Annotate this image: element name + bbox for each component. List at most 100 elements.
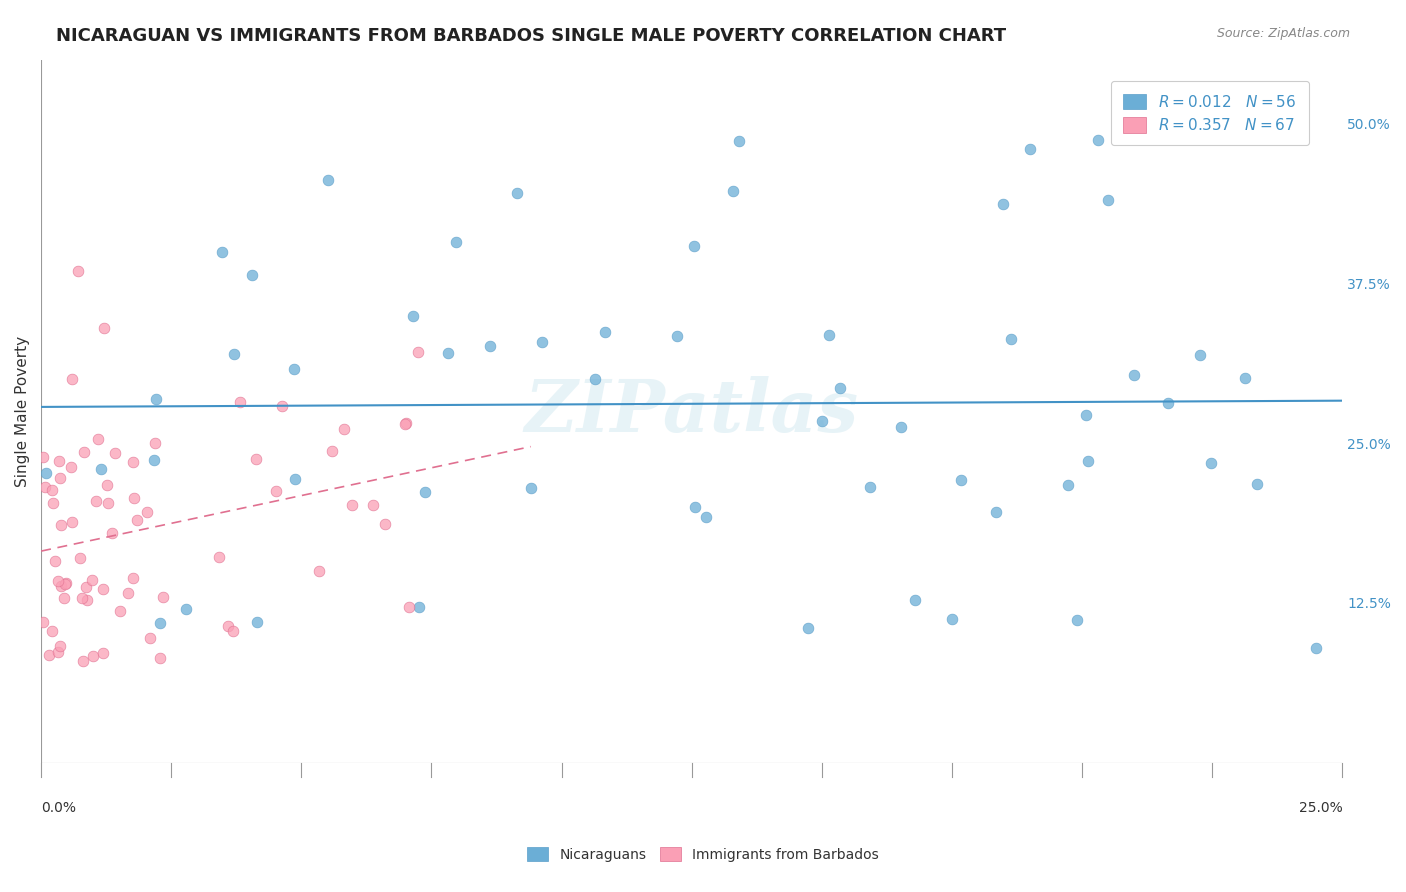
Legend: Nicaraguans, Immigrants from Barbados: Nicaraguans, Immigrants from Barbados — [522, 841, 884, 867]
Point — [38, 648, 60, 662]
Point — [1201, 456, 1223, 470]
Point — [142, 452, 165, 467]
Point — [993, 197, 1015, 211]
Point — [217, 619, 239, 633]
Point — [1074, 408, 1097, 422]
Point — [76, 592, 98, 607]
Point — [145, 436, 167, 450]
Point — [374, 517, 396, 532]
Point — [139, 632, 162, 646]
Point — [49, 471, 72, 485]
Point — [1097, 193, 1119, 207]
Point — [333, 422, 356, 436]
Point — [96, 478, 118, 492]
Point — [1188, 348, 1211, 362]
Point — [437, 345, 460, 359]
Point — [152, 590, 174, 604]
Point — [859, 480, 882, 494]
Point — [506, 186, 529, 200]
Point — [221, 624, 243, 638]
Point — [149, 616, 172, 631]
Point — [211, 244, 233, 259]
Point — [208, 550, 231, 565]
Point — [32, 450, 55, 464]
Point — [394, 417, 416, 432]
Point — [125, 513, 148, 527]
Point — [48, 574, 70, 588]
Point — [122, 455, 145, 469]
Point — [124, 491, 146, 506]
Point — [48, 639, 70, 653]
Point — [308, 564, 330, 578]
Point — [44, 554, 66, 568]
Point — [402, 310, 425, 324]
Point — [41, 624, 63, 639]
Point — [70, 591, 93, 606]
Text: 0.0%: 0.0% — [41, 801, 76, 815]
Point — [1305, 640, 1327, 655]
Point — [408, 600, 430, 615]
Point — [530, 334, 553, 349]
Point — [665, 328, 688, 343]
Point — [683, 238, 706, 252]
Point — [984, 505, 1007, 519]
Point — [941, 612, 963, 626]
Point — [444, 235, 467, 249]
Point — [229, 394, 252, 409]
Point — [284, 472, 307, 486]
Text: Source: ZipAtlas.com: Source: ZipAtlas.com — [1216, 27, 1350, 40]
Point — [62, 515, 84, 529]
Point — [53, 577, 76, 591]
Point — [60, 372, 83, 386]
Point — [406, 345, 429, 359]
Point — [55, 576, 77, 591]
Text: 25.0%: 25.0% — [1299, 801, 1343, 815]
Point — [48, 453, 70, 467]
Point — [176, 602, 198, 616]
Point — [695, 510, 717, 524]
Point — [361, 498, 384, 512]
Point — [583, 372, 606, 386]
Point — [811, 414, 834, 428]
Point — [593, 325, 616, 339]
Point — [149, 650, 172, 665]
Point — [117, 585, 139, 599]
Point — [1077, 454, 1099, 468]
Point — [42, 496, 65, 510]
Point — [321, 443, 343, 458]
Y-axis label: Single Male Poverty: Single Male Poverty — [15, 335, 30, 487]
Point — [316, 173, 339, 187]
Point — [72, 653, 94, 667]
Point — [73, 445, 96, 459]
Point — [828, 381, 851, 395]
Point — [82, 649, 104, 664]
Point — [46, 645, 69, 659]
Point — [342, 498, 364, 512]
Point — [87, 432, 110, 446]
Point — [1157, 395, 1180, 409]
Point — [478, 339, 501, 353]
Point — [110, 604, 132, 618]
Point — [721, 184, 744, 198]
Point — [1057, 478, 1080, 492]
Point — [34, 480, 56, 494]
Point — [395, 416, 418, 430]
Point — [264, 484, 287, 499]
Point — [1122, 368, 1144, 382]
Point — [49, 579, 72, 593]
Point — [728, 135, 751, 149]
Point — [75, 580, 97, 594]
Point — [904, 593, 927, 607]
Point — [66, 263, 89, 277]
Point — [104, 446, 127, 460]
Point — [246, 615, 269, 629]
Text: ZIPatlas: ZIPatlas — [524, 376, 859, 447]
Point — [90, 462, 112, 476]
Point — [35, 467, 58, 481]
Point — [222, 347, 245, 361]
Point — [135, 505, 157, 519]
Text: NICARAGUAN VS IMMIGRANTS FROM BARBADOS SINGLE MALE POVERTY CORRELATION CHART: NICARAGUAN VS IMMIGRANTS FROM BARBADOS S… — [56, 27, 1007, 45]
Point — [685, 500, 707, 515]
Point — [1246, 476, 1268, 491]
Point — [122, 571, 145, 585]
